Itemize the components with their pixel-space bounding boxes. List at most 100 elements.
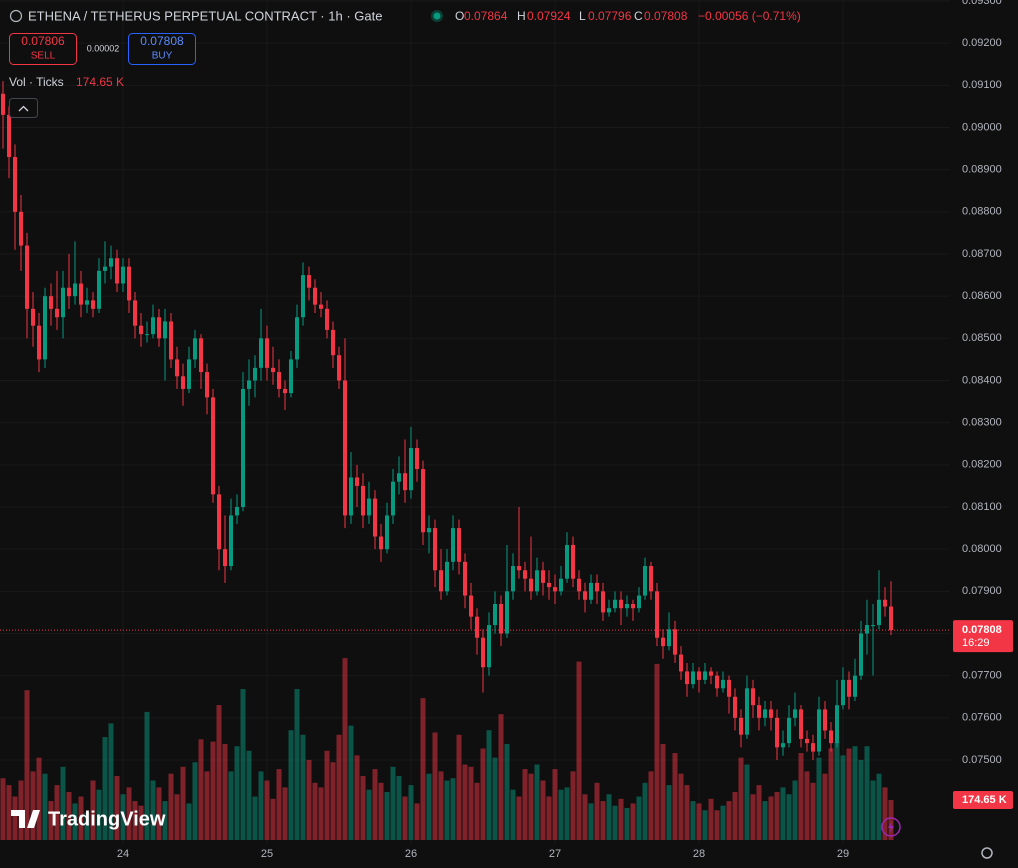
y-tick-label: 0.07600	[962, 712, 1002, 724]
buy-label[interactable]: BUY	[152, 51, 173, 62]
volume-tag	[953, 791, 1013, 810]
volume-bar	[144, 711, 150, 840]
volume-bar	[744, 764, 750, 840]
candle-body	[157, 317, 161, 339]
volume-bar	[540, 780, 546, 840]
volume-bar	[150, 780, 156, 840]
candle-body	[391, 481, 395, 516]
candle-body	[595, 582, 599, 592]
buy-button[interactable]	[128, 33, 196, 65]
candle-body	[427, 528, 431, 533]
ohlc-key: H	[517, 9, 526, 23]
collapse-icon[interactable]	[18, 105, 29, 112]
volume-bar	[360, 775, 366, 840]
volume-bar	[636, 796, 642, 840]
settings-icon[interactable]	[981, 847, 993, 859]
ohlc-value: 0.07796	[588, 9, 632, 23]
candle-body	[271, 367, 275, 373]
candle-body	[337, 355, 341, 381]
volume-bar	[198, 739, 204, 840]
sell-button[interactable]	[9, 33, 77, 65]
logo-icon	[11, 810, 40, 828]
volume-bar	[756, 785, 762, 840]
sell-label[interactable]: SELL	[31, 51, 56, 62]
volume-bar	[234, 746, 240, 840]
volume-bar	[276, 769, 282, 840]
buy-price[interactable]: 0.07808	[140, 34, 184, 48]
volume-bar	[168, 773, 174, 840]
volume-bar	[324, 750, 330, 840]
volume-bar	[846, 748, 852, 840]
volume-bar	[786, 794, 792, 840]
candle-body	[565, 544, 569, 579]
volume-bar	[558, 789, 564, 840]
volume-bar	[114, 775, 120, 840]
x-tick-label: 25	[261, 848, 273, 860]
candle-body	[205, 372, 209, 398]
volume-bar	[462, 764, 468, 840]
volume-bar	[834, 741, 840, 840]
volume-bar	[300, 734, 306, 840]
candle-body	[505, 591, 509, 634]
volume-bar	[510, 789, 516, 840]
volume-bar	[420, 698, 426, 840]
volume-bar	[204, 771, 210, 840]
volume-bar	[258, 771, 264, 840]
volume-bar	[90, 780, 96, 840]
candle-body	[301, 275, 305, 318]
volume-bar	[870, 780, 876, 840]
alert-icon[interactable]	[888, 821, 894, 833]
volume-bar	[720, 805, 726, 840]
volume-bar	[192, 762, 198, 840]
volume-bar	[132, 801, 138, 840]
alert-icon[interactable]	[881, 817, 901, 837]
volume-bar	[864, 746, 870, 840]
volume-bar	[24, 690, 30, 840]
candle-body	[409, 447, 413, 491]
candle-body	[697, 671, 701, 680]
candle-body	[121, 266, 125, 284]
volume-bar	[474, 782, 480, 840]
candle-body	[199, 338, 203, 373]
candle-body	[49, 296, 53, 309]
volume-bar	[648, 771, 654, 840]
candle-body	[745, 688, 749, 735]
volume-bar	[702, 810, 708, 840]
candle-body	[619, 599, 623, 609]
candle-body	[295, 317, 299, 360]
candle-body	[109, 258, 113, 267]
x-tick-label: 28	[693, 848, 705, 860]
volume-bar	[162, 801, 168, 840]
candle-body	[139, 325, 143, 335]
candle-body	[847, 679, 851, 697]
volume-bar	[672, 753, 678, 840]
candle-body	[175, 359, 179, 377]
volume-bar	[240, 689, 246, 840]
candle-body	[259, 338, 263, 368]
volume-bar	[390, 766, 396, 840]
sell-price[interactable]: 0.07806	[21, 34, 65, 48]
candle-body	[493, 603, 497, 626]
volume-bar	[822, 773, 828, 840]
candle-body	[181, 376, 185, 389]
candle-body	[55, 308, 59, 318]
countdown: 16:29	[962, 637, 990, 649]
candle-body	[631, 603, 635, 609]
volume-bar	[504, 743, 510, 840]
volume-bar	[792, 780, 798, 840]
ohlc-value: 0.07924	[527, 9, 571, 23]
volume-bar	[594, 782, 600, 840]
candle-body	[793, 709, 797, 718]
volume-bar	[12, 796, 18, 840]
candle-body	[853, 675, 857, 697]
volume-bar	[108, 723, 114, 840]
volume-pane	[0, 658, 894, 840]
candle-body	[571, 544, 575, 579]
candle-body	[709, 671, 713, 676]
volume-bar	[6, 785, 12, 840]
collapse-button[interactable]	[9, 98, 38, 118]
volume-bar	[288, 730, 294, 840]
volume-bar	[780, 787, 786, 840]
spread: 0.00002	[87, 43, 120, 53]
volume-bar	[882, 787, 888, 840]
